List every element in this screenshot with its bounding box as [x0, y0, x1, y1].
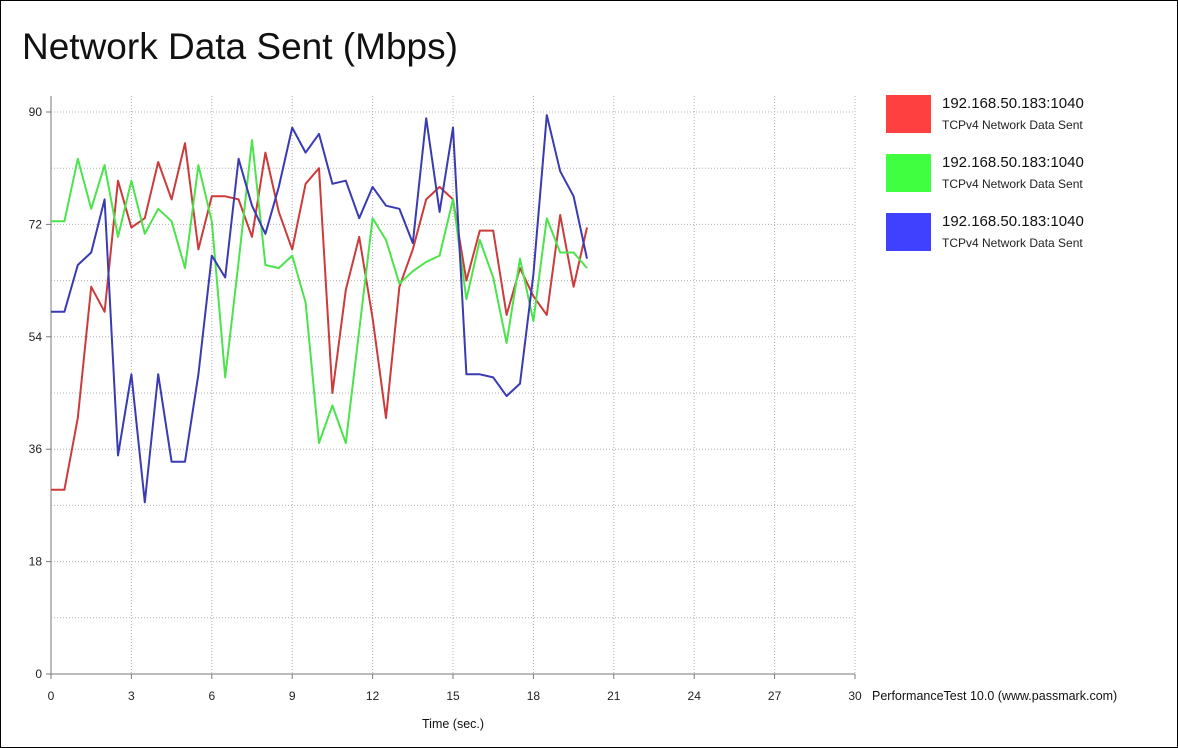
legend-swatch-red [886, 95, 931, 133]
legend-item-blue: 192.168.50.183:1040 TCPv4 Network Data S… [886, 213, 1166, 272]
x-tick-label: 0 [48, 689, 55, 703]
legend-name: 192.168.50.183:1040 [942, 95, 1084, 112]
grid [51, 96, 856, 674]
legend-subtitle: TCPv4 Network Data Sent [942, 177, 1083, 191]
x-tick-label: 21 [607, 689, 621, 703]
axes [46, 96, 856, 679]
legend-swatch-green [886, 154, 931, 192]
legend: 192.168.50.183:1040 TCPv4 Network Data S… [886, 95, 1166, 272]
credit-text: PerformanceTest 10.0 (www.passmark.com) [872, 689, 1118, 703]
series-line-blue [51, 114, 588, 504]
legend-swatch-blue [886, 213, 931, 251]
legend-subtitle: TCPv4 Network Data Sent [942, 236, 1083, 250]
x-axis-label: Time (sec.) [422, 717, 485, 731]
legend-name: 192.168.50.183:1040 [942, 154, 1084, 171]
legend-item-green: 192.168.50.183:1040 TCPv4 Network Data S… [886, 154, 1166, 213]
x-tick-label: 6 [208, 689, 215, 703]
x-tick-label: 24 [688, 689, 702, 703]
x-tick-label: 12 [366, 689, 380, 703]
series-line-green [51, 139, 588, 444]
y-tick-label: 18 [29, 555, 43, 569]
y-tick-label: 0 [35, 667, 42, 681]
y-tick-label: 72 [29, 217, 43, 231]
x-tick-label: 3 [128, 689, 135, 703]
series-line-red [51, 142, 588, 491]
x-tick-label: 15 [446, 689, 460, 703]
y-tick-label: 90 [29, 105, 43, 119]
legend-item-red: 192.168.50.183:1040 TCPv4 Network Data S… [886, 95, 1166, 154]
x-tick-label: 9 [289, 689, 296, 703]
x-tick-label: 18 [527, 689, 541, 703]
y-tick-label: 54 [29, 330, 43, 344]
series-lines [51, 114, 588, 504]
x-tick-label: 27 [768, 689, 782, 703]
chart-title: Network Data Sent (Mbps) [22, 26, 458, 67]
y-tick-label: 36 [29, 442, 43, 456]
legend-name: 192.168.50.183:1040 [942, 213, 1084, 230]
legend-subtitle: TCPv4 Network Data Sent [942, 118, 1083, 132]
x-tick-label: 30 [848, 689, 862, 703]
